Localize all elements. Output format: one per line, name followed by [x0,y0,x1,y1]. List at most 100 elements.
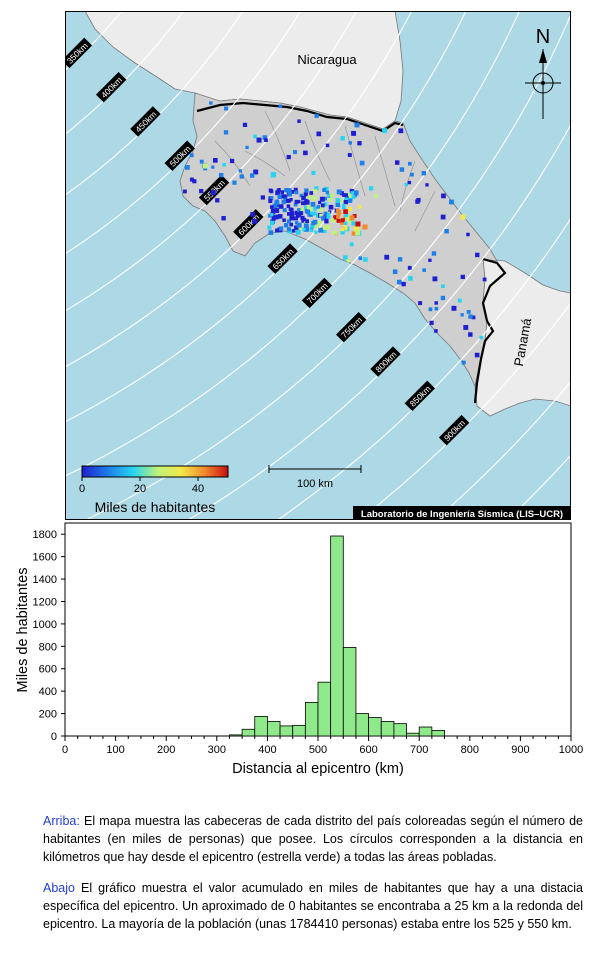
district-marker [278,214,283,219]
district-marker [307,195,312,200]
district-marker [341,205,346,210]
district-marker [347,206,353,212]
district-marker [323,202,328,207]
histogram-bar [266,721,281,737]
district-marker [397,257,403,262]
district-marker [434,329,438,333]
district-marker [222,162,226,167]
caption-top-label: Arriba: [43,814,80,828]
district-marker [289,211,295,217]
district-marker [189,153,194,158]
district-marker [301,201,305,206]
district-marker [416,197,421,203]
histogram-bar [292,724,306,737]
district-marker [349,242,354,247]
histogram-bar [368,717,382,737]
district-marker [325,225,331,230]
district-marker [256,137,262,143]
district-marker [239,174,244,179]
district-marker [286,212,291,216]
district-marker [182,189,187,194]
y-tick-label: 1000 [33,619,57,631]
y-tick-label: 600 [39,664,57,676]
district-marker [322,225,328,230]
district-marker [294,190,299,195]
district-marker [294,225,299,230]
district-marker [269,205,274,209]
district-marker [270,172,276,178]
district-marker [311,170,316,175]
histogram-xlabel: Distancia al epicentro (km) [232,761,404,777]
district-marker [466,309,471,314]
district-marker [272,210,276,214]
district-marker [309,191,314,195]
district-marker [314,230,318,234]
district-marker [273,214,279,220]
district-marker [271,216,276,221]
district-marker [482,277,487,282]
district-marker [284,188,289,193]
caption-bottom: Abajo El gráfico muestra el valor acumul… [43,879,583,933]
district-marker [278,226,284,231]
district-marker [304,221,309,226]
district-marker [316,131,322,137]
district-marker [449,199,454,205]
district-marker [292,150,297,155]
district-marker [319,213,323,217]
district-marker [326,212,331,217]
district-marker [461,360,466,365]
district-marker [267,225,272,230]
caption-bottom-label: Abajo [43,881,75,895]
district-marker [399,167,405,172]
district-marker [434,306,439,311]
district-marker [324,219,329,224]
district-marker [342,193,346,197]
district-marker [229,158,235,164]
district-marker [344,195,350,201]
histogram-bar [330,535,344,737]
district-marker [312,197,316,201]
district-marker [295,229,301,235]
district-marker [291,229,296,233]
district-marker [344,213,349,218]
caption-bottom-text: El gráfico muestra el valor acumulado en… [43,881,583,931]
district-marker [323,196,328,201]
y-tick-label: 800 [39,641,57,653]
district-marker [296,222,302,228]
district-marker [318,206,323,212]
district-marker [368,186,374,191]
histogram-bar [241,728,256,737]
y-tick-label: 400 [39,686,57,698]
district-marker [336,214,340,219]
district-marker [309,211,314,215]
district-marker [275,190,280,196]
district-marker [320,203,325,208]
district-marker [268,198,273,204]
district-marker [297,119,301,123]
district-marker [260,195,265,200]
credit-label: Laboratorio de Ingeniería Sísmica (LIS–U… [361,509,563,520]
x-tick-label: 200 [157,744,175,756]
district-marker [313,189,318,193]
district-marker [352,214,357,218]
y-tick-label: 1400 [33,574,57,586]
colorbar-title: Miles de habitantes [95,499,216,515]
y-tick-label: 1800 [33,529,57,541]
district-marker [309,228,313,232]
histogram-bar [279,725,294,737]
district-marker [343,199,348,205]
district-marker [428,307,433,312]
district-marker [354,122,360,128]
district-marker [340,136,345,141]
district-marker [440,295,446,301]
colorbar: 0 20 40 Miles de habitantes [79,465,229,515]
district-marker [394,160,400,165]
district-marker [282,218,286,222]
district-marker [289,222,294,227]
district-marker [347,153,352,157]
district-marker [268,213,272,218]
district-marker [350,191,355,195]
district-marker [328,204,334,210]
district-marker [199,188,204,194]
district-marker [323,211,328,216]
